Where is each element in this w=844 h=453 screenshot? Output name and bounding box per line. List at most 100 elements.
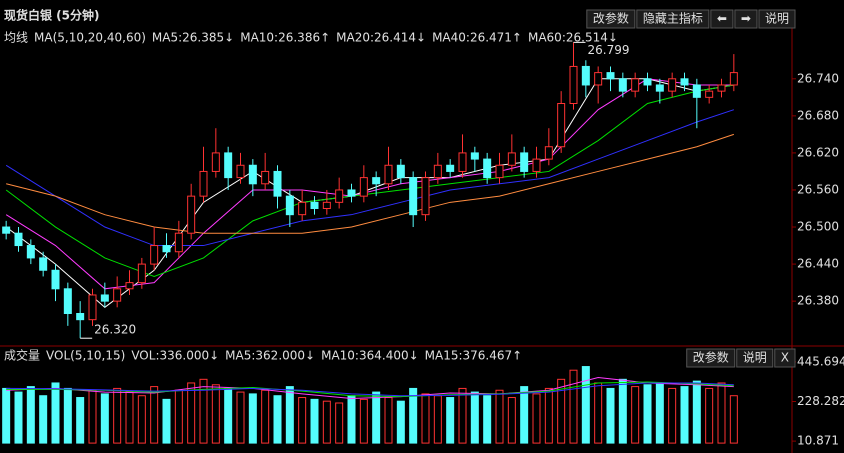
volume-bar bbox=[384, 397, 393, 444]
candle-body bbox=[557, 103, 566, 148]
button[interactable] bbox=[636, 9, 710, 29]
volume-bar bbox=[409, 387, 418, 444]
candle-body bbox=[174, 232, 183, 253]
candle-body bbox=[51, 269, 60, 290]
candle-body bbox=[335, 189, 344, 203]
button[interactable] bbox=[586, 9, 636, 29]
volume-bar bbox=[532, 393, 541, 444]
candle-body bbox=[162, 245, 171, 253]
y-tick-label: 445.694 bbox=[797, 354, 844, 368]
volume-bar bbox=[113, 387, 122, 444]
volume-bar bbox=[557, 378, 566, 444]
volume-bar bbox=[39, 395, 48, 444]
volume-bar bbox=[729, 395, 738, 444]
ma-line bbox=[5, 109, 734, 247]
y-tick-label: 26.740 bbox=[797, 71, 839, 85]
annotation: 26.799 bbox=[588, 43, 630, 57]
candle-body bbox=[396, 164, 405, 179]
candle-body bbox=[692, 84, 701, 98]
button-label[interactable]: ➡ bbox=[741, 12, 751, 26]
candle-body bbox=[224, 152, 233, 179]
button[interactable] bbox=[710, 9, 734, 29]
volume-bar bbox=[125, 391, 134, 444]
window-title: 现货白银 (5分钟) bbox=[4, 8, 100, 23]
button-label[interactable]: 改参数 bbox=[593, 11, 629, 26]
volume-bar bbox=[2, 387, 11, 444]
volume-bar bbox=[310, 398, 319, 444]
legend-entry: MA60:26.514↓ bbox=[528, 31, 618, 45]
button-label[interactable]: ⬅ bbox=[717, 12, 727, 26]
candle-body bbox=[655, 84, 664, 92]
candle-body bbox=[211, 152, 220, 172]
legend-entry: VOL(5,10,15) bbox=[46, 349, 125, 363]
candle-body bbox=[88, 294, 97, 321]
volume-bar bbox=[88, 389, 97, 444]
volume-bar bbox=[631, 386, 640, 444]
ma-line bbox=[6, 133, 734, 234]
button[interactable] bbox=[734, 9, 758, 29]
volume-bar bbox=[211, 384, 220, 444]
volume-bar bbox=[618, 378, 627, 444]
volume-bar bbox=[322, 400, 331, 444]
candle-body bbox=[680, 78, 689, 86]
volume-bar bbox=[236, 391, 245, 444]
legend-entry: MA10:26.386↑ bbox=[240, 31, 330, 45]
volume-bar bbox=[335, 402, 344, 444]
candle-body bbox=[113, 288, 122, 302]
candle-body bbox=[569, 65, 578, 104]
candle-body bbox=[433, 164, 442, 179]
annotation: 26.320 bbox=[94, 323, 136, 337]
volume-bar bbox=[396, 400, 405, 444]
candle-body bbox=[187, 195, 196, 234]
volume-bar bbox=[137, 395, 146, 444]
legend-entry: MA40:26.471↑ bbox=[432, 31, 522, 45]
candle-body bbox=[372, 177, 381, 185]
volume-bar bbox=[594, 382, 603, 444]
candle-body bbox=[150, 245, 159, 265]
ma-line bbox=[6, 382, 734, 397]
volume-bar bbox=[26, 386, 35, 444]
volume-bar bbox=[483, 395, 492, 444]
candle-body bbox=[236, 164, 245, 179]
volume-bar bbox=[446, 397, 455, 444]
legend-entry: MA5:26.385↓ bbox=[152, 31, 234, 45]
button-label[interactable]: 改参数 bbox=[693, 350, 729, 365]
button-label[interactable]: 说明 bbox=[743, 350, 767, 365]
candle-body bbox=[285, 195, 294, 216]
volume-bar bbox=[150, 386, 159, 444]
volume-bar bbox=[76, 397, 85, 444]
legend-entry: MA10:364.400↓ bbox=[321, 349, 419, 363]
candle-body bbox=[483, 158, 492, 179]
candle-body bbox=[137, 263, 146, 284]
button-label[interactable]: X bbox=[781, 351, 789, 365]
button-label[interactable]: 说明 bbox=[765, 11, 789, 26]
volume-bar bbox=[470, 391, 479, 444]
legend-entry: MA(5,10,20,40,60) bbox=[34, 31, 146, 45]
legend-entry: VOL:336.000↓ bbox=[131, 349, 219, 363]
volume-bar bbox=[581, 366, 590, 444]
volume-bar bbox=[655, 382, 664, 444]
candle-body bbox=[544, 146, 553, 160]
volume-bar bbox=[261, 389, 270, 444]
volume-bar bbox=[162, 398, 171, 444]
button[interactable] bbox=[774, 348, 796, 368]
candle-body bbox=[618, 78, 627, 92]
volume-bar bbox=[569, 369, 578, 444]
candle-body bbox=[359, 177, 368, 197]
button[interactable] bbox=[758, 9, 796, 29]
volume-bar bbox=[347, 395, 356, 444]
candle-body bbox=[347, 189, 356, 197]
ma-line bbox=[6, 376, 734, 399]
legend-entry: 成交量 bbox=[4, 348, 40, 363]
button-label[interactable]: 隐藏主指标 bbox=[643, 11, 703, 26]
candle-body bbox=[581, 65, 590, 86]
volume-bar bbox=[174, 389, 183, 444]
volume-bar bbox=[372, 391, 381, 444]
y-tick-label: 10.871 bbox=[797, 434, 839, 448]
y-tick-label: 26.440 bbox=[797, 257, 839, 271]
button[interactable] bbox=[736, 348, 774, 368]
button[interactable] bbox=[686, 348, 736, 368]
volume-bar bbox=[273, 395, 282, 444]
ma-line bbox=[6, 381, 734, 398]
